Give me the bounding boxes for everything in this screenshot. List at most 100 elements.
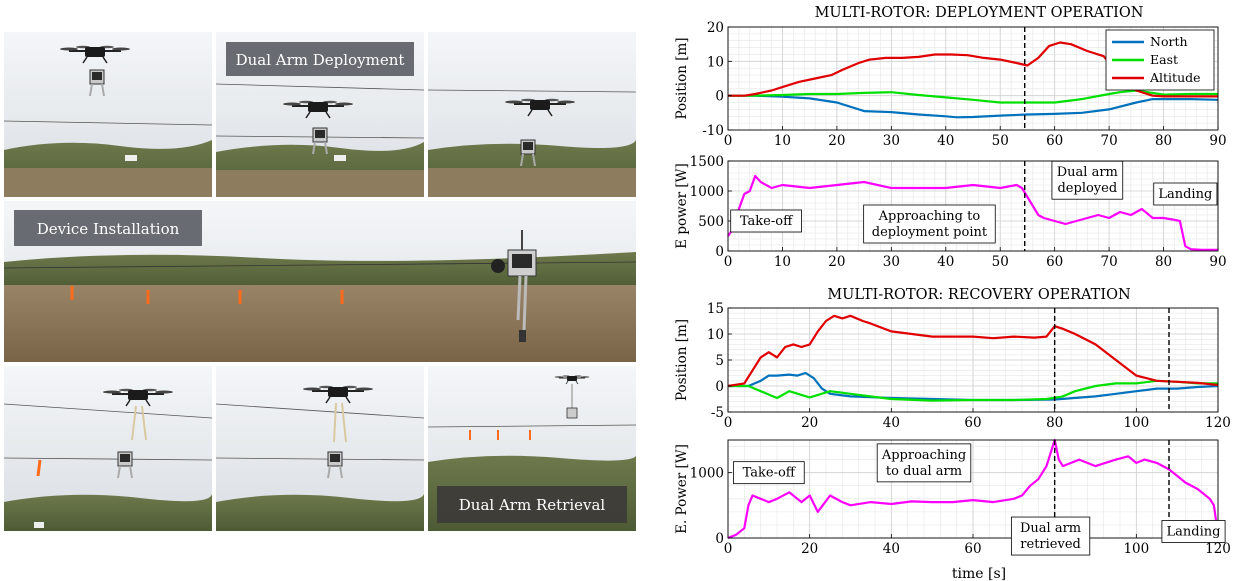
x-tick-label: 10 xyxy=(774,254,791,270)
x-tick-label: 80 xyxy=(1155,254,1172,270)
annotation-box xyxy=(1010,516,1091,556)
annotation: Landing xyxy=(1153,182,1218,206)
y-tick-label: 1000 xyxy=(690,466,724,482)
charts-panel: MULTI-ROTOR: DEPLOYMENT OPERATION MULTI-… xyxy=(674,5,1231,581)
y-axis-label: Position [m] xyxy=(674,37,690,119)
series-line-altitude xyxy=(727,314,1219,388)
axes-frame xyxy=(727,160,1219,252)
y-tick-label: -10 xyxy=(702,123,724,139)
photo-top-left xyxy=(3,32,213,197)
photo-bottom-middle xyxy=(215,366,425,531)
x-tick-label: 30 xyxy=(883,133,900,149)
caption-retrieval: Dual Arm Retrieval xyxy=(459,496,606,514)
annotation-text: Approaching to xyxy=(878,209,981,224)
x-tick-label: 10 xyxy=(774,133,791,149)
x-tick-label: 40 xyxy=(937,133,954,149)
x-tick-label: 80 xyxy=(1155,133,1172,149)
x-tick-label: 40 xyxy=(937,254,954,270)
caption-installation: Device Installation xyxy=(37,220,180,238)
annotation-box xyxy=(1051,160,1124,200)
x-tick-label: 120 xyxy=(1205,415,1231,431)
y-axis-label: E. Power [W] xyxy=(674,444,690,534)
x-tick-label: 60 xyxy=(1046,254,1063,270)
y-tick-label: 0 xyxy=(715,244,724,260)
caption-deployment: Dual Arm Deployment xyxy=(236,51,405,69)
series-line-north xyxy=(728,94,1219,119)
x-tick-label: 70 xyxy=(1101,133,1118,149)
x-tick-label: 70 xyxy=(1101,254,1118,270)
y-tick-label: 5 xyxy=(715,353,724,369)
series-line-power xyxy=(727,174,1218,251)
x-tick-label: 20 xyxy=(801,541,818,557)
x-tick-label: 100 xyxy=(1123,415,1149,431)
y-tick-label: 0 xyxy=(715,379,724,395)
photo-middle-wide: Device Installation xyxy=(3,201,637,362)
y-tick-label: 1000 xyxy=(690,184,724,200)
annotation-text: Take-off xyxy=(740,214,794,229)
x-axis-label-time: time [s] xyxy=(952,566,1006,581)
annotation-text: deployed xyxy=(1057,181,1117,196)
annotation: Take-off xyxy=(730,209,802,233)
x-tick-label: 90 xyxy=(1209,254,1226,270)
x-tick-label: 60 xyxy=(1046,133,1063,149)
x-tick-label: 50 xyxy=(992,254,1009,270)
annotation-text: deployment point xyxy=(872,225,988,240)
x-tick-label: 0 xyxy=(724,415,733,431)
x-tick-label: 100 xyxy=(1123,541,1149,557)
y-tick-label: 500 xyxy=(698,214,724,230)
y-axis-label: Position [m] xyxy=(674,319,690,401)
annotation-text: Landing xyxy=(1167,524,1221,539)
annotation-box xyxy=(730,209,802,233)
x-tick-label: 40 xyxy=(883,541,900,557)
annotation-text: to dual arm xyxy=(886,464,962,479)
series-line-power xyxy=(727,438,1220,540)
x-tick-label: 20 xyxy=(828,254,845,270)
legend: North East Altitude xyxy=(1105,29,1215,91)
annotation-text: Dual arm xyxy=(1020,521,1081,536)
y-tick-label: 10 xyxy=(707,54,724,70)
x-tick-label: 40 xyxy=(883,415,900,431)
y-tick-label: 0 xyxy=(715,89,724,105)
photo-bottom-right: Dual Arm Retrieval xyxy=(427,366,637,531)
annotation-text: Landing xyxy=(1158,187,1212,202)
x-tick-label: 80 xyxy=(1046,415,1063,431)
series-line-east xyxy=(728,89,1218,104)
annotation: Take-off xyxy=(733,461,805,485)
x-tick-label: 30 xyxy=(883,254,900,270)
y-tick-label: 20 xyxy=(707,20,724,36)
legend-label: Altitude xyxy=(1149,70,1201,85)
annotation-box xyxy=(1153,182,1218,206)
photo-top-middle: Dual Arm Deployment xyxy=(215,32,425,197)
x-tick-label: 60 xyxy=(964,541,981,557)
x-tick-label: 20 xyxy=(801,415,818,431)
caption-box-deployment xyxy=(226,42,414,76)
annotation-text: Approaching xyxy=(881,448,966,463)
axes-frame xyxy=(727,26,1219,131)
x-tick-label: 0 xyxy=(724,254,733,270)
chart-title-recovery: MULTI-ROTOR: RECOVERY OPERATION xyxy=(827,287,1131,303)
y-tick-label: 15 xyxy=(707,301,724,317)
annotation-text: Take-off xyxy=(743,466,797,481)
chart-recovery-power: 02040608010012001000E. Power [W]Take-off… xyxy=(674,438,1231,557)
annotation-text: Dual arm xyxy=(1057,165,1118,180)
chart-title-deployment: MULTI-ROTOR: DEPLOYMENT OPERATION xyxy=(815,5,1144,21)
y-axis-label: E power [W] xyxy=(674,163,690,249)
photo-top-right xyxy=(427,32,637,197)
annotation-box xyxy=(1161,520,1226,543)
y-tick-label: 0 xyxy=(715,531,724,547)
y-tick-label: 1500 xyxy=(690,154,724,170)
series-line-east xyxy=(728,379,1218,402)
x-tick-label: 120 xyxy=(1205,541,1231,557)
x-tick-label: 60 xyxy=(964,415,981,431)
caption-box-installation xyxy=(14,210,202,246)
photo-mosaic: Dual Arm Deployment Device Installation xyxy=(3,32,637,531)
y-tick-label: 10 xyxy=(707,327,724,343)
x-tick-label: 0 xyxy=(724,133,733,149)
annotation-box xyxy=(733,461,805,485)
annotation-text: retrieved xyxy=(1020,537,1081,552)
legend-label: East xyxy=(1150,52,1178,67)
